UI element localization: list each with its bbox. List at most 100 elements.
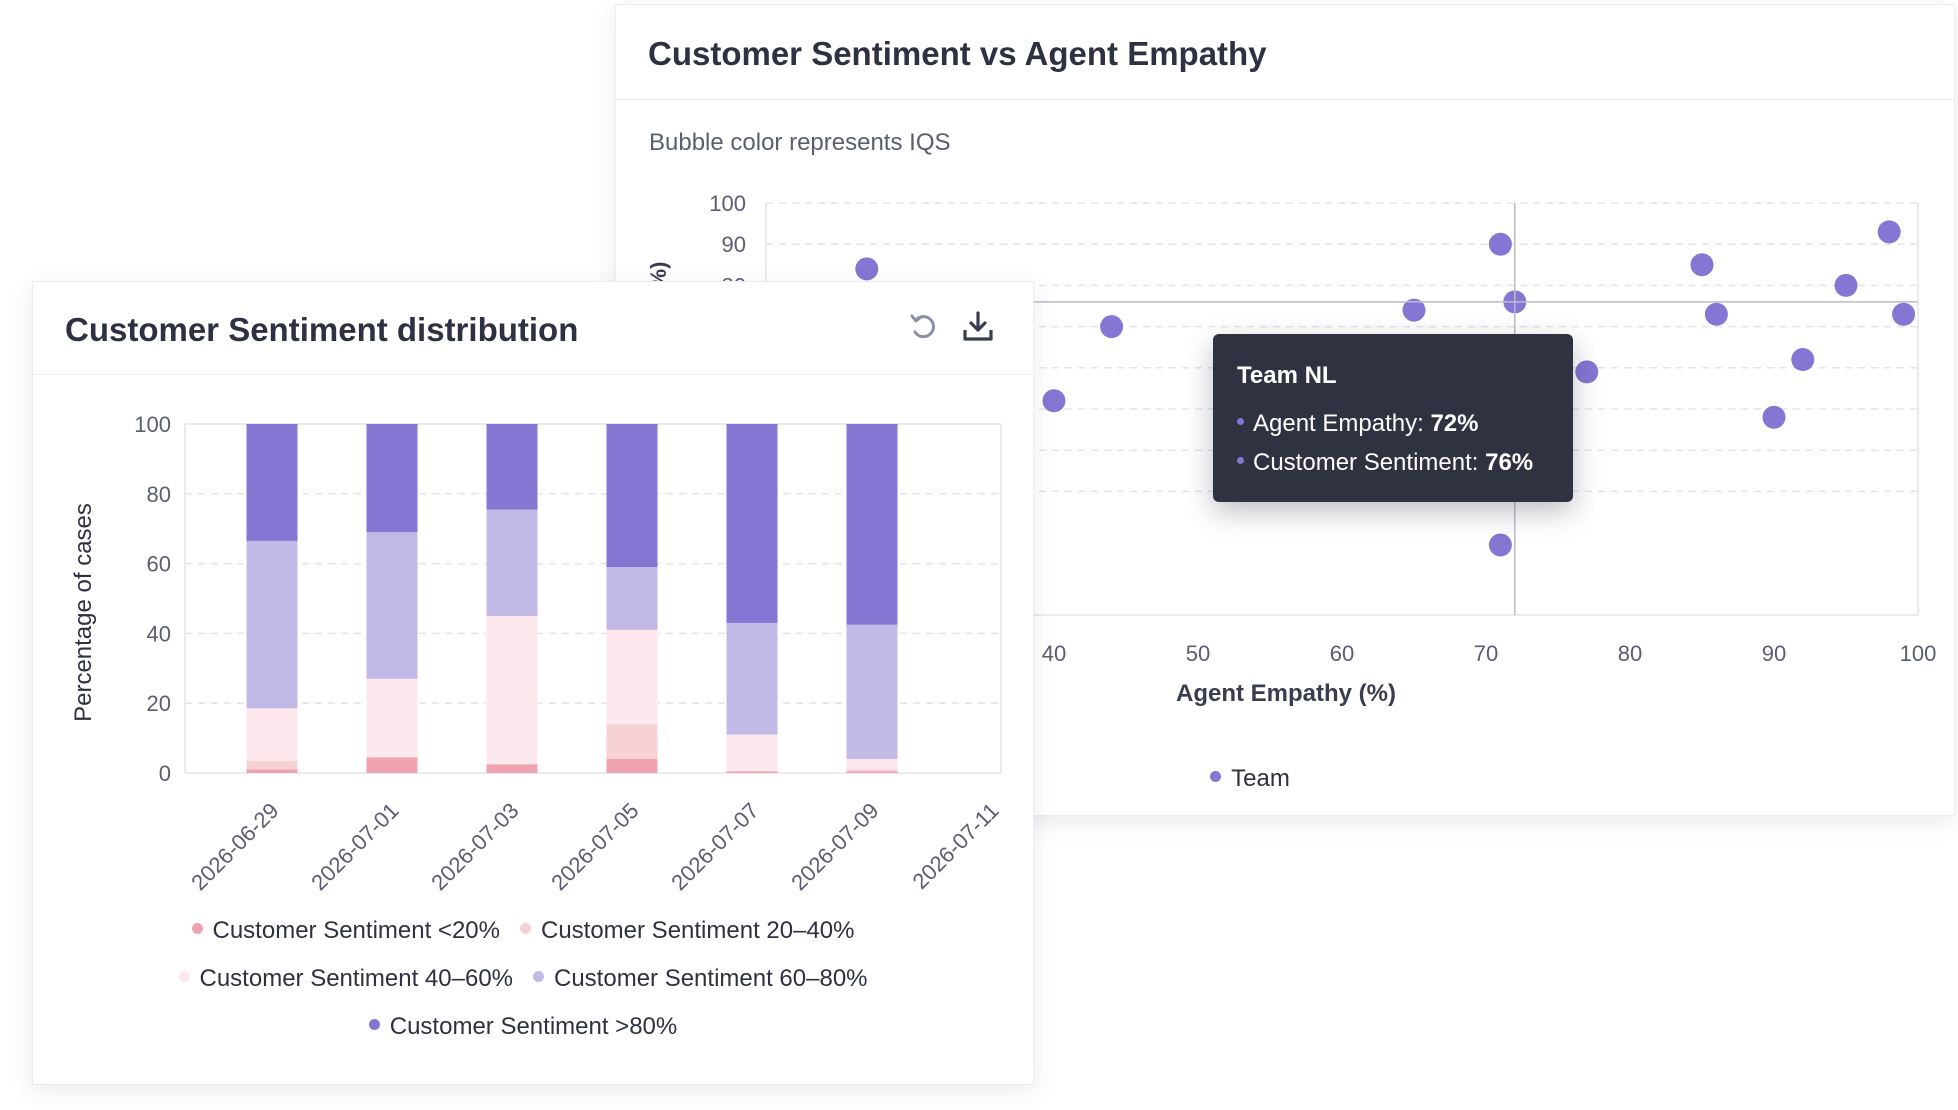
bar-legend-item[interactable]: Customer Sentiment 20–40% bbox=[519, 917, 855, 945]
scatter-x-tick-label: 90 bbox=[1762, 641, 1786, 666]
scatter-point[interactable] bbox=[1834, 273, 1858, 297]
bar-segment[interactable] bbox=[246, 540, 298, 709]
tooltip-row-customer-sentiment: Customer Sentiment: 76% bbox=[1237, 449, 1533, 477]
undo-icon[interactable] bbox=[905, 308, 941, 344]
bar-segment[interactable] bbox=[246, 769, 298, 773]
scatter-point[interactable] bbox=[1575, 360, 1599, 384]
download-icon[interactable] bbox=[960, 308, 996, 344]
scatter-point[interactable] bbox=[855, 257, 879, 281]
bar-segment[interactable] bbox=[486, 615, 538, 765]
scatter-subtitle: Bubble color represents IQS bbox=[649, 129, 951, 156]
bar-x-tick-label: 2026-07-03 bbox=[426, 798, 523, 895]
bar-segment[interactable] bbox=[366, 757, 418, 773]
bar-segment[interactable] bbox=[606, 629, 658, 725]
bar-segment[interactable] bbox=[846, 424, 898, 625]
scatter-point[interactable] bbox=[1488, 533, 1512, 557]
tooltip-label-agent-empathy: Agent Empathy: bbox=[1253, 410, 1431, 437]
scatter-point[interactable] bbox=[1042, 389, 1066, 413]
circle-marker-icon bbox=[368, 1019, 380, 1031]
scatter-y-tick-label: 90 bbox=[722, 232, 746, 257]
scatter-point[interactable] bbox=[1791, 348, 1815, 372]
scatter-labels: 100908030405060708090100Agent Empathy (%… bbox=[646, 191, 1936, 707]
bar-x-tick-label: 2026-06-29 bbox=[186, 798, 283, 895]
bar-x-tick-label: 2026-07-09 bbox=[786, 798, 883, 895]
bar-segment[interactable] bbox=[606, 424, 658, 568]
bar-legend-label: Customer Sentiment <20% bbox=[212, 917, 500, 944]
bar-segment[interactable] bbox=[846, 769, 898, 772]
tooltip-value-agent-empathy: 72% bbox=[1430, 410, 1479, 437]
scatter-point[interactable] bbox=[1877, 220, 1901, 244]
scatter-x-tick-label: 80 bbox=[1618, 641, 1642, 666]
circle-marker-icon bbox=[178, 971, 190, 983]
bar-legend-row: Customer Sentiment <20% Customer Sentimen… bbox=[13, 917, 1033, 945]
bar-card-title: Customer Sentiment distribution bbox=[65, 311, 579, 348]
bar-segment[interactable] bbox=[606, 567, 658, 630]
scatter-x-tick-label: 100 bbox=[1900, 641, 1937, 666]
bar-y-tick-label: 20 bbox=[147, 691, 171, 716]
bar-segment[interactable] bbox=[486, 424, 538, 510]
circle-marker-icon bbox=[533, 971, 544, 983]
legend-label-team: Team bbox=[1231, 765, 1290, 792]
scatter-point[interactable] bbox=[1704, 302, 1728, 326]
bar-segment[interactable] bbox=[246, 760, 298, 770]
circle-marker-icon bbox=[519, 923, 531, 935]
bar-legend-label: Customer Sentiment 60–80% bbox=[554, 965, 868, 992]
scatter-point[interactable] bbox=[1762, 405, 1786, 429]
scatter-points[interactable] bbox=[855, 220, 1916, 557]
bar-segment[interactable] bbox=[486, 509, 538, 616]
bar-legend-item[interactable]: Customer Sentiment 40–60% bbox=[178, 965, 514, 993]
bar-segment[interactable] bbox=[366, 678, 418, 758]
tooltip-bullet-icon bbox=[1237, 457, 1244, 465]
scatter-point[interactable] bbox=[1892, 302, 1916, 326]
tooltip-title: Team NL bbox=[1237, 362, 1337, 389]
bar-y-tick-label: 40 bbox=[147, 621, 171, 646]
bar-legend-row: Customer Sentiment 40–60% Customer Sentim… bbox=[13, 965, 1033, 993]
bar-y-tick-label: 100 bbox=[134, 412, 171, 437]
bar-x-tick-label: 2026-07-11 bbox=[907, 798, 1003, 894]
scatter-point[interactable] bbox=[1402, 298, 1426, 322]
scatter-x-tick-label: 60 bbox=[1330, 641, 1354, 666]
bar-card-header: Customer Sentiment distribution bbox=[33, 282, 1033, 375]
chart-tooltip: Team NL Agent Empathy: 72% Customer Sent… bbox=[1213, 334, 1573, 502]
bar-x-tick-label: 2026-07-07 bbox=[666, 798, 763, 895]
bar-bars[interactable] bbox=[246, 424, 898, 773]
tooltip-value-customer-sentiment: 76% bbox=[1485, 449, 1534, 476]
scatter-x-tick-label: 50 bbox=[1186, 641, 1210, 666]
scatter-point[interactable] bbox=[1488, 232, 1512, 256]
bar-segment[interactable] bbox=[606, 724, 658, 760]
bar-segment[interactable] bbox=[366, 424, 418, 533]
tooltip-label-customer-sentiment: Customer Sentiment: bbox=[1253, 449, 1486, 476]
bar-legend-item[interactable]: Customer Sentiment 60–80% bbox=[533, 965, 868, 993]
scatter-point[interactable] bbox=[1100, 315, 1124, 339]
bar-segment[interactable] bbox=[726, 734, 778, 772]
bar-legend-item[interactable]: Customer Sentiment <20% bbox=[191, 917, 500, 945]
bar-card: Customer Sentiment distribution 0 20 40 60 8… bbox=[32, 281, 1034, 1085]
bar-legend-label: Customer Sentiment 40–60% bbox=[199, 965, 514, 992]
bar-segment[interactable] bbox=[726, 424, 778, 623]
scatter-y-tick-label: 100 bbox=[709, 191, 746, 216]
bar-legend-label: Customer Sentiment 20–40% bbox=[540, 917, 855, 944]
bar-segment[interactable] bbox=[606, 759, 658, 773]
legend-item-team[interactable]: Team bbox=[1210, 765, 1290, 793]
bar-segment[interactable] bbox=[366, 532, 418, 679]
scatter-point[interactable] bbox=[1690, 253, 1714, 277]
bar-x-tick-label: 2026-07-05 bbox=[546, 798, 643, 895]
bar-y-axis-title: Percentage of cases bbox=[70, 503, 97, 722]
scatter-card-header: Customer Sentiment vs Agent Empathy bbox=[616, 5, 1954, 100]
bar-legend-label: Customer Sentiment >80% bbox=[389, 1013, 678, 1040]
bar-segment[interactable] bbox=[846, 771, 898, 773]
bar-y-tick-label: 60 bbox=[147, 552, 171, 577]
bar-segment[interactable] bbox=[846, 759, 898, 770]
bar-segment[interactable] bbox=[486, 764, 538, 773]
bar-legend-item[interactable]: Customer Sentiment >80% bbox=[368, 1013, 678, 1041]
scatter-x-tick-label: 40 bbox=[1042, 641, 1066, 666]
bar-segment[interactable] bbox=[726, 622, 778, 735]
bar-segment[interactable] bbox=[246, 424, 298, 541]
bar-segment[interactable] bbox=[846, 624, 898, 760]
bar-legend-row: Customer Sentiment >80% bbox=[13, 1013, 1033, 1041]
bar-segment[interactable] bbox=[726, 771, 778, 773]
tooltip-row-agent-empathy: Agent Empathy: 72% bbox=[1237, 410, 1478, 438]
bar-segment[interactable] bbox=[246, 708, 298, 761]
circle-marker-icon bbox=[1210, 771, 1222, 783]
